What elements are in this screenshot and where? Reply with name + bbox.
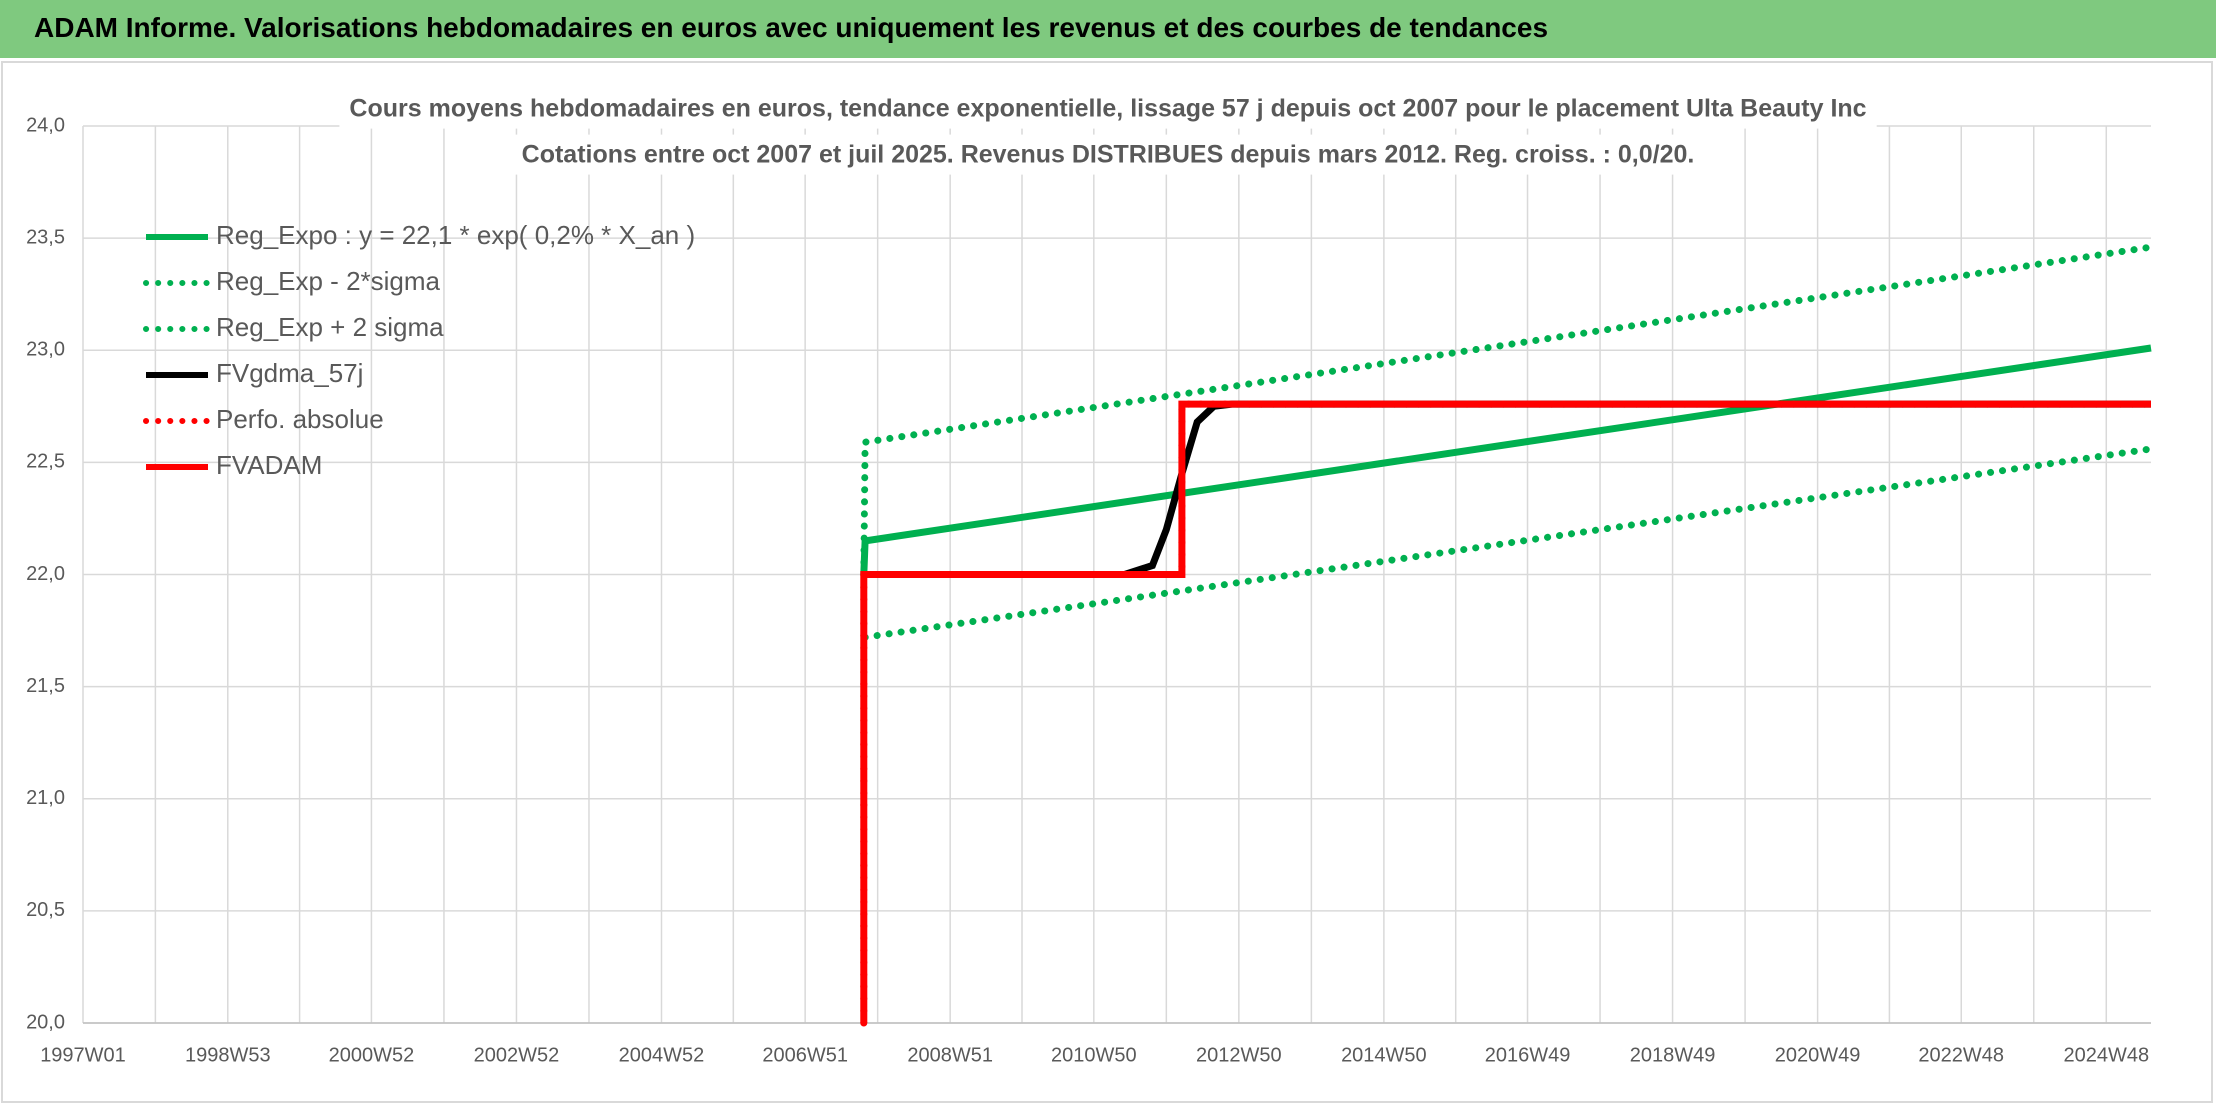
x-tick-label: 2020W49 [1775,1044,1861,1066]
legend-label: Reg_Exp + 2 sigma [216,312,444,342]
legend-label: Perfo. absolue [216,404,384,434]
x-tick-label: 2024W48 [2063,1044,2149,1066]
x-tick-label: 2016W49 [1485,1044,1571,1066]
y-tick-label: 20,0 [26,1011,65,1033]
chart-titles: Cours moyens hebdomadaires en euros, ten… [339,88,1877,175]
y-tick-label: 21,5 [26,675,65,697]
x-tick-label: 2014W50 [1341,1044,1427,1066]
series-line [860,243,2155,578]
y-tick-label: 22,5 [26,451,65,473]
legend: Reg_Expo : y = 22,1 * exp( 0,2% * X_an )… [143,220,695,480]
x-tick-label: 2010W50 [1051,1044,1137,1066]
legend-label: FVADAM [216,450,322,480]
chart-title: Cours moyens hebdomadaires en euros, ten… [349,95,1866,123]
x-tick-label: 2012W50 [1196,1044,1282,1066]
legend-label: Reg_Exp - 2*sigma [216,266,441,296]
legend-label: Reg_Expo : y = 22,1 * exp( 0,2% * X_an ) [216,220,695,250]
y-tick-label: 24,0 [26,114,65,136]
x-tick-label: 1997W01 [40,1044,126,1066]
y-tick-label: 21,0 [26,787,65,809]
x-tick-label: 2018W49 [1630,1044,1716,1066]
x-tick-label: 2022W48 [1918,1044,2004,1066]
legend-label: FVgdma_57j [216,358,363,388]
series-line [860,400,2151,1023]
banner: ADAM Informe. Valorisations hebdomadaire… [0,0,2216,58]
y-tick-label: 22,0 [26,563,65,585]
title-backdrop [511,134,1705,175]
chart-subtitle: Cotations entre oct 2007 et juil 2025. R… [522,141,1695,169]
x-tick-label: 1998W53 [185,1044,271,1066]
page-title: ADAM Informe. Valorisations hebdomadaire… [34,12,1549,43]
x-tick-label: 2002W52 [474,1044,560,1066]
x-tick-label: 2008W51 [907,1044,993,1066]
series-line [861,445,2155,641]
y-tick-label: 23,5 [26,226,65,248]
chart: 20,0 20,5 21,0 21,5 22,0 22,5 23,0 23,5 24,0 1997… [1,61,2213,1103]
y-tick-label: 23,0 [26,339,65,361]
chart-frame [1,61,2213,1103]
x-tick-label: 2000W52 [329,1044,415,1066]
y-tick-label: 20,5 [26,899,65,921]
title-backdrop [339,88,1877,129]
x-tick-label: 2006W51 [762,1044,848,1066]
x-tick-label: 2004W52 [619,1044,705,1066]
